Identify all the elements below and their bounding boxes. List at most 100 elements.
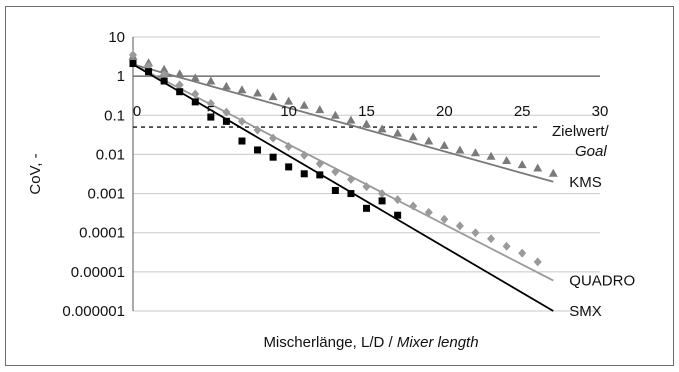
data-point-smx <box>222 117 230 125</box>
trend-layer <box>132 63 554 312</box>
x-axis-label-main: Mischerlänge, L/D / <box>263 334 393 351</box>
data-point-quadro <box>206 99 215 109</box>
label-layer: CoV, - Mischerlänge, L/D / Mixer length … <box>27 123 610 351</box>
data-point-quadro <box>284 141 293 151</box>
data-point-quadro <box>533 257 542 267</box>
data-point-quadro <box>502 241 511 251</box>
data-point-kms <box>315 105 325 114</box>
data-point-quadro <box>393 195 402 205</box>
y-tick-label: 0.00001 <box>71 264 125 281</box>
y-tick-label: 0.000001 <box>62 303 125 320</box>
data-point-quadro <box>315 159 324 169</box>
data-point-kms <box>424 136 434 145</box>
data-point-smx <box>331 186 339 194</box>
data-point-kms <box>284 96 294 105</box>
trend-line-kms <box>132 63 554 183</box>
data-point-quadro <box>129 50 137 60</box>
trend-line-quadro <box>132 63 554 282</box>
series-label-quadro: QUADRO <box>569 273 635 290</box>
data-point-kms <box>237 85 247 94</box>
trend-line-smx <box>132 63 554 312</box>
data-point-quadro <box>409 201 418 211</box>
data-point-quadro <box>362 182 371 192</box>
data-point-quadro <box>440 214 449 224</box>
data-point-kms <box>548 168 558 177</box>
goal-label: Zielwert/ <box>552 123 610 140</box>
data-point-quadro <box>191 89 200 99</box>
x-tick-label: 15 <box>358 103 375 120</box>
data-point-kms <box>299 100 309 109</box>
x-axis-label-italic: Mixer length <box>397 334 479 351</box>
data-point-smx <box>347 190 355 198</box>
data-point-kms <box>455 145 465 154</box>
data-point-kms <box>393 128 403 137</box>
data-point-smx <box>160 77 168 85</box>
data-point-smx <box>363 204 370 212</box>
data-point-smx <box>254 146 262 154</box>
data-point-kms <box>470 148 480 157</box>
data-point-smx <box>378 197 386 205</box>
x-tick-label: 0 <box>133 103 141 120</box>
data-point-smx <box>176 88 184 96</box>
y-tick-label: 0.0001 <box>79 225 125 242</box>
x-tick-label: 20 <box>436 103 453 120</box>
data-point-quadro <box>300 150 309 160</box>
data-point-kms <box>330 110 340 119</box>
data-point-kms <box>206 76 216 85</box>
x-tick-label: 5 <box>207 103 215 120</box>
data-point-kms <box>486 151 496 160</box>
x-axis-label: Mischerlänge, L/D / Mixer length <box>263 334 478 351</box>
x-tick-label: 25 <box>514 103 531 120</box>
data-point-quadro <box>518 248 527 258</box>
data-point-quadro <box>471 228 480 238</box>
data-point-smx <box>394 211 402 219</box>
data-point-quadro <box>378 189 387 199</box>
chart-svg: 10 1 0.1 0.01 0.001 0.0001 0.00001 0.000001 0 5 10… <box>27 29 635 351</box>
data-point-smx <box>191 98 199 106</box>
data-point-kms <box>190 73 200 82</box>
x-tick-label: 10 <box>280 103 297 120</box>
data-point-kms <box>517 160 527 169</box>
y-tick-label: 1 <box>117 68 125 85</box>
data-point-kms <box>175 69 185 78</box>
data-point-kms <box>362 119 371 128</box>
tick-layer: 10 1 0.1 0.01 0.001 0.0001 0.00001 0.000001 0 5 10… <box>62 29 635 320</box>
data-point-smx <box>316 171 324 179</box>
data-point-smx <box>129 60 137 68</box>
data-point-quadro <box>331 167 340 177</box>
data-point-kms <box>253 88 263 97</box>
y-axis-label: CoV, - <box>27 153 44 194</box>
data-point-kms <box>159 64 169 73</box>
y-tick-label: 10 <box>108 29 125 46</box>
data-point-kms <box>533 163 543 172</box>
data-point-quadro <box>160 70 169 80</box>
data-point-quadro <box>237 116 246 126</box>
data-point-kms <box>502 155 512 164</box>
data-point-smx <box>300 170 308 178</box>
data-point-kms <box>408 132 418 141</box>
y-tick-label: 0.1 <box>104 107 125 124</box>
data-point-quadro <box>346 174 355 184</box>
data-point-quadro <box>487 234 496 244</box>
grid-layer <box>132 36 600 312</box>
y-tick-label: 0.001 <box>87 186 125 203</box>
x-tick-label: 30 <box>592 103 609 120</box>
data-point-smx <box>269 153 277 161</box>
data-point-quadro <box>424 207 433 217</box>
data-point-smx <box>285 163 293 171</box>
data-point-smx <box>238 137 246 145</box>
data-point-kms <box>377 124 387 133</box>
data-point-kms <box>268 92 278 101</box>
data-point-smx <box>207 113 215 121</box>
marker-layer <box>128 50 558 267</box>
data-point-quadro <box>269 133 278 143</box>
y-tick-label: 0.01 <box>96 146 125 163</box>
data-point-quadro <box>253 125 262 135</box>
data-point-kms <box>439 140 449 149</box>
goal-label-italic: Goal <box>575 143 607 160</box>
data-point-quadro <box>222 107 231 117</box>
data-point-kms <box>346 115 356 124</box>
series-label-smx: SMX <box>569 303 602 320</box>
data-point-kms <box>221 81 231 90</box>
data-point-quadro <box>455 221 464 231</box>
